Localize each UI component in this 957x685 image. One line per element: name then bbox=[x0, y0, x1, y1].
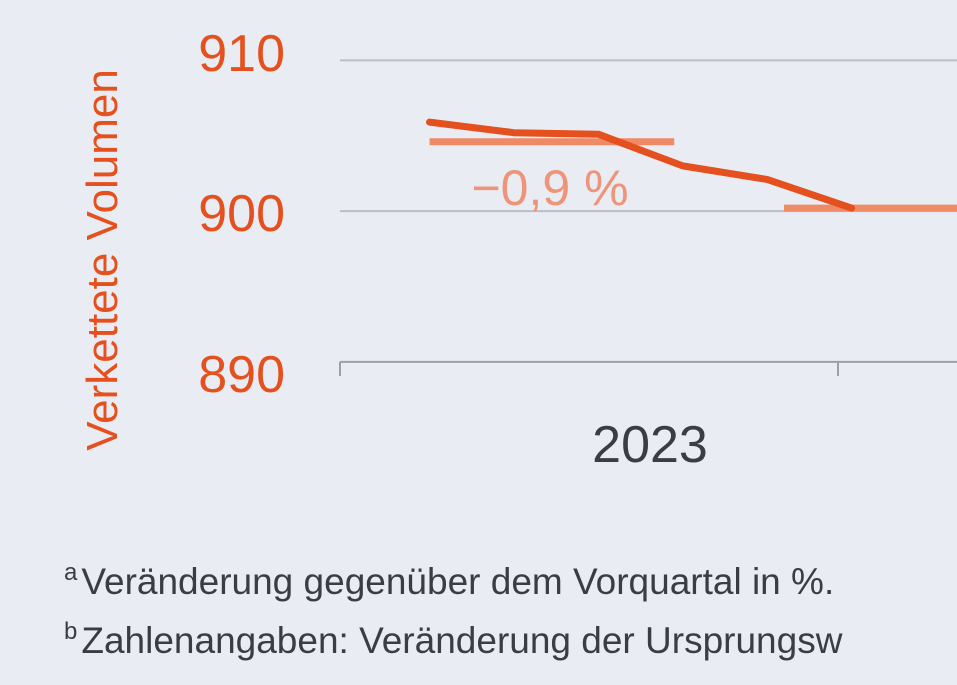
y-tick-label-900: 900 bbox=[198, 185, 285, 243]
series-lines bbox=[426, 118, 856, 212]
y-tick-label-910: 910 bbox=[198, 25, 285, 83]
y-axis-label: Verkettete Volumen bbox=[78, 69, 127, 451]
footnote-b-marker: b bbox=[64, 618, 78, 645]
footnote-b: b Zahlenangaben: Veränderung der Ursprung… bbox=[64, 607, 842, 666]
x-axis bbox=[339, 360, 957, 376]
footnote-a: a Veränderung gegenüber dem Vorquartal in… bbox=[64, 548, 842, 607]
series-line-volumen bbox=[426, 118, 856, 212]
change-annotation: −0,9 % bbox=[471, 160, 628, 216]
x-tick-label-2023: 2023 bbox=[592, 416, 708, 474]
footnote-a-text: Veränderung gegenüber dem Vorquartal in … bbox=[81, 561, 835, 602]
footnote-a-marker: a bbox=[64, 559, 78, 586]
footnote-b-text: Zahlenangaben: Veränderung der Ursprungs… bbox=[81, 620, 843, 661]
footnotes: a Veränderung gegenüber dem Vorquartal in… bbox=[64, 548, 842, 666]
y-tick-label-890: 890 bbox=[198, 346, 285, 404]
average-lines bbox=[429, 138, 957, 212]
